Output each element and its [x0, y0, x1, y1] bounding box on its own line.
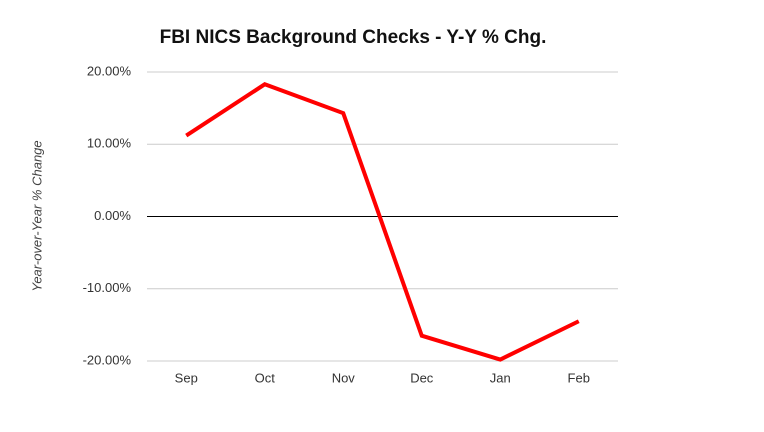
- y-tick-label: 10.00%: [87, 136, 132, 151]
- chart-title: FBI NICS Background Checks - Y-Y % Chg.: [160, 27, 547, 48]
- data-line: [185, 82, 580, 362]
- x-tick-label: Dec: [410, 370, 434, 385]
- y-tick-label: -20.00%: [83, 352, 132, 367]
- x-tick-label: Sep: [175, 370, 198, 385]
- x-tick-label: Oct: [255, 370, 276, 385]
- y-tick-label: 20.00%: [87, 63, 132, 78]
- x-tick-label: Feb: [568, 370, 590, 385]
- y-tick-label: -10.00%: [83, 280, 132, 295]
- y-axis-title: Year-over-Year % Change: [29, 140, 44, 291]
- x-tick-label: Nov: [332, 370, 356, 385]
- x-tick-label: Jan: [490, 370, 511, 385]
- y-tick-label: 0.00%: [94, 208, 131, 223]
